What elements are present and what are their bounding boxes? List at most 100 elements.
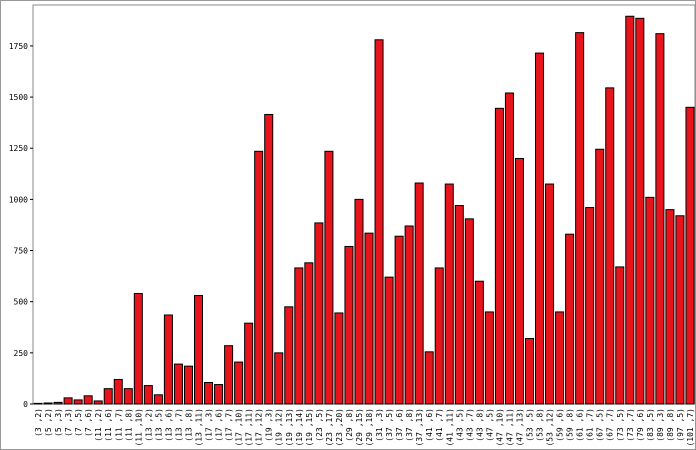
bar (344, 245, 354, 405)
bar (73, 399, 83, 405)
x-tick-label: (23 ,20) (335, 408, 344, 447)
bar (284, 306, 294, 405)
x-tick-label: (89 ,3) (656, 408, 665, 442)
bar (264, 113, 274, 405)
x-tick-label: (41 ,11) (445, 408, 454, 447)
x-tick-label: (19 ,15) (305, 408, 314, 447)
bar (93, 400, 103, 405)
x-tick-label: (7 ,3) (64, 408, 73, 437)
x-tick-label: (19 ,13) (285, 408, 294, 447)
x-tick-label: (43 ,8) (475, 408, 484, 442)
bar (334, 312, 344, 405)
bar (484, 311, 494, 405)
y-tick-label: 0 (23, 400, 28, 409)
x-tick-label: (53 ,12) (546, 408, 555, 447)
x-tick-label: (19 ,12) (275, 408, 284, 447)
x-tick-label: (17 ,6) (215, 408, 224, 442)
x-tick-label: (19 ,14) (295, 408, 304, 447)
x-tick-label: (43 ,7) (465, 408, 474, 442)
x-tick-label: (17 ,11) (245, 408, 254, 447)
bar (43, 402, 53, 405)
bar (474, 280, 484, 405)
bar (655, 33, 665, 405)
x-tick-label: (23 ,5) (315, 408, 324, 442)
bar (63, 397, 73, 405)
x-tick-label: (7 ,5) (74, 408, 83, 437)
x-tick-label: (11 ,6) (104, 408, 113, 442)
bar (494, 107, 504, 405)
bar (254, 150, 264, 405)
x-tick-label: (13 ,8) (184, 408, 193, 442)
x-tick-label: (47 ,13) (515, 408, 524, 447)
x-tick-label: (47 ,5) (485, 408, 494, 442)
bar (645, 196, 655, 405)
y-tick-label: 1250 (9, 144, 28, 153)
x-tick-label: (101 ,7) (686, 408, 695, 447)
x-tick-label: (5 ,2) (44, 408, 53, 437)
bar (424, 351, 434, 405)
bar (625, 15, 635, 405)
x-tick-label: (97 ,5) (676, 408, 685, 442)
x-tick-label: (23 ,17) (325, 408, 334, 447)
x-tick-label: (13 ,7) (174, 408, 183, 442)
y-tick-label: 250 (14, 349, 29, 358)
bar (53, 401, 63, 405)
x-tick-label: (29 ,8) (345, 408, 354, 442)
bar (384, 276, 394, 405)
x-tick-label: (13 ,2) (144, 408, 153, 442)
x-tick-label: (3 ,2) (34, 408, 43, 437)
x-tick-label: (59 ,8) (566, 408, 575, 442)
x-tick-label: (47 ,11) (505, 408, 514, 447)
bar (83, 395, 93, 405)
x-tick-label: (31 ,3) (375, 408, 384, 442)
bar (605, 87, 615, 405)
x-tick-label: (43 ,5) (455, 408, 464, 442)
bar (354, 198, 364, 405)
x-tick-label: (53 ,5) (526, 408, 535, 442)
x-tick-label: (41 ,7) (435, 408, 444, 442)
x-tick-label: (89 ,8) (666, 408, 675, 442)
bar (665, 209, 675, 405)
x-tick-label: (37 ,13) (415, 408, 424, 447)
bar (535, 52, 545, 405)
x-tick-label: (61 ,7) (586, 408, 595, 442)
bar (204, 382, 214, 405)
x-tick-label: (41 ,6) (425, 408, 434, 442)
bar (504, 92, 514, 405)
bar (454, 205, 464, 405)
x-tick-label: (11 ,2) (94, 408, 103, 442)
bar (414, 182, 424, 405)
bar (234, 361, 244, 405)
bar (163, 314, 173, 405)
bar (585, 207, 595, 405)
bar (294, 267, 304, 405)
y-tick-label: 1500 (9, 93, 28, 102)
x-tick-label: (37 ,8) (405, 408, 414, 442)
x-tick-label: (11 ,7) (114, 408, 123, 442)
x-tick-label: (47 ,10) (495, 408, 504, 447)
bar (464, 218, 474, 405)
bar (404, 225, 414, 405)
x-tick-label: (13 ,11) (195, 408, 204, 447)
x-tick-label: (67 ,7) (606, 408, 615, 442)
bar (514, 157, 524, 405)
bar (193, 295, 204, 405)
x-tick-label: (29 ,15) (355, 408, 364, 447)
bar (173, 363, 183, 405)
bar (224, 345, 234, 405)
bar (364, 232, 374, 405)
y-tick-label: 750 (14, 247, 29, 256)
bar (575, 32, 585, 405)
x-tick-label: (5 ,3) (54, 408, 63, 437)
x-tick-label: (79 ,6) (636, 408, 645, 442)
bar (123, 388, 133, 405)
bar (244, 322, 254, 405)
x-tick-label: (29 ,18) (365, 408, 374, 447)
x-tick-label: (13 ,6) (164, 408, 173, 442)
x-tick-label: (53 ,8) (536, 408, 545, 442)
x-tick-label: (13 ,5) (154, 408, 163, 442)
y-tick-label: 500 (14, 298, 29, 307)
bar (685, 106, 695, 405)
y-tick-label: 1750 (9, 42, 28, 51)
